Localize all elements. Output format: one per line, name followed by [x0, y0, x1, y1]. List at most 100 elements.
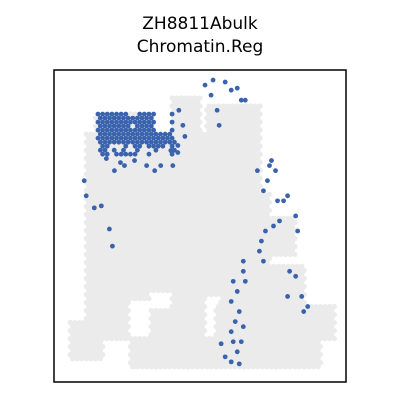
highlight-spot: [293, 214, 298, 219]
highlight-spot: [96, 120, 101, 125]
highlight-spot: [135, 132, 140, 137]
background-spot: [232, 364, 237, 369]
highlight-spot: [107, 132, 112, 137]
highlight-spot: [175, 150, 180, 155]
highlight-spot: [126, 132, 131, 137]
highlight-spot: [107, 140, 112, 145]
highlight-spot: [167, 140, 172, 145]
background-spot: [322, 336, 327, 341]
highlight-spot: [158, 140, 163, 145]
background-spot: [132, 296, 137, 301]
highlight-spot: [170, 163, 175, 168]
highlight-spot: [110, 128, 115, 133]
highlight-spot: [105, 152, 110, 157]
highlight-spot: [142, 136, 147, 141]
background-spot: [327, 336, 332, 341]
highlight-spot: [257, 249, 262, 254]
highlight-spot: [105, 120, 110, 125]
highlight-spot: [98, 124, 103, 129]
background-spot: [88, 356, 93, 361]
highlight-spot: [305, 304, 310, 309]
highlight-spot: [82, 178, 87, 183]
background-spot: [283, 364, 288, 369]
highlight-spot: [158, 132, 163, 137]
highlight-spot: [295, 229, 300, 234]
background-spot: [176, 364, 181, 369]
highlight-spot: [121, 124, 126, 129]
highlight-spot: [119, 136, 124, 141]
background-spot: [139, 364, 144, 369]
highlight-spot: [114, 128, 119, 133]
background-spot: [84, 356, 89, 361]
highlight-spot: [209, 93, 214, 98]
highlight-spot: [144, 124, 149, 129]
highlight-spot: [123, 152, 128, 157]
highlight-spot: [128, 120, 133, 125]
background-spot: [241, 364, 246, 369]
highlight-spot: [241, 269, 246, 274]
background-spot: [160, 288, 165, 293]
highlight-spot: [123, 128, 128, 133]
background-spot: [264, 364, 269, 369]
background-spot: [209, 292, 214, 297]
highlight-spot: [259, 239, 264, 244]
highlight-spot: [261, 259, 266, 264]
highlight-spot: [170, 136, 175, 141]
highlight-spot: [285, 193, 290, 198]
highlight-spot: [114, 120, 119, 125]
background-spot: [246, 364, 251, 369]
highlight-spot: [147, 112, 152, 117]
background-spot: [292, 364, 297, 369]
highlight-spot: [100, 144, 105, 149]
highlight-spot: [112, 124, 117, 129]
highlight-spot: [241, 259, 246, 264]
background-spot: [227, 364, 232, 369]
background-spot: [288, 252, 293, 257]
highlight-spot: [123, 112, 128, 117]
highlight-spot: [243, 279, 248, 284]
highlight-spot: [123, 144, 128, 149]
background-spot: [274, 364, 279, 369]
background-spot: [153, 364, 158, 369]
background-spot: [278, 252, 283, 257]
highlight-spot: [231, 339, 236, 344]
highlight-spot: [152, 168, 157, 173]
background-spot: [311, 364, 316, 369]
background-spot: [213, 292, 218, 297]
background-spot: [204, 364, 209, 369]
background-spot: [260, 364, 265, 369]
background-spot: [118, 336, 123, 341]
highlight-spot: [116, 124, 121, 129]
highlight-spot: [103, 124, 108, 129]
background-spot: [223, 364, 228, 369]
highlight-spot: [128, 128, 133, 133]
highlight-spot: [119, 152, 124, 157]
background-spot: [250, 364, 255, 369]
highlight-spot: [176, 108, 181, 113]
highlight-spot: [170, 128, 175, 133]
highlight-spot: [105, 128, 110, 133]
background-spot: [213, 364, 218, 369]
highlight-spot: [299, 294, 304, 299]
background-spot: [283, 252, 288, 257]
highlight-spot: [107, 227, 112, 232]
background-spot: [297, 364, 302, 369]
highlight-spot: [277, 219, 282, 224]
highlight-spot: [119, 112, 124, 117]
highlight-spot: [183, 134, 188, 139]
background-spot: [123, 336, 128, 341]
background-spot: [93, 356, 98, 361]
highlight-spot: [215, 108, 220, 113]
highlight-spot: [121, 132, 126, 137]
highlight-spot: [103, 132, 108, 137]
highlight-spot: [137, 120, 142, 125]
highlight-spot: [121, 140, 126, 145]
highlight-spot: [126, 140, 131, 145]
highlight-spot: [100, 112, 105, 117]
background-spot: [292, 252, 297, 257]
highlight-spot: [151, 128, 156, 133]
highlight-spot: [231, 279, 236, 284]
background-spot: [98, 356, 103, 361]
highlight-spot: [163, 140, 168, 145]
